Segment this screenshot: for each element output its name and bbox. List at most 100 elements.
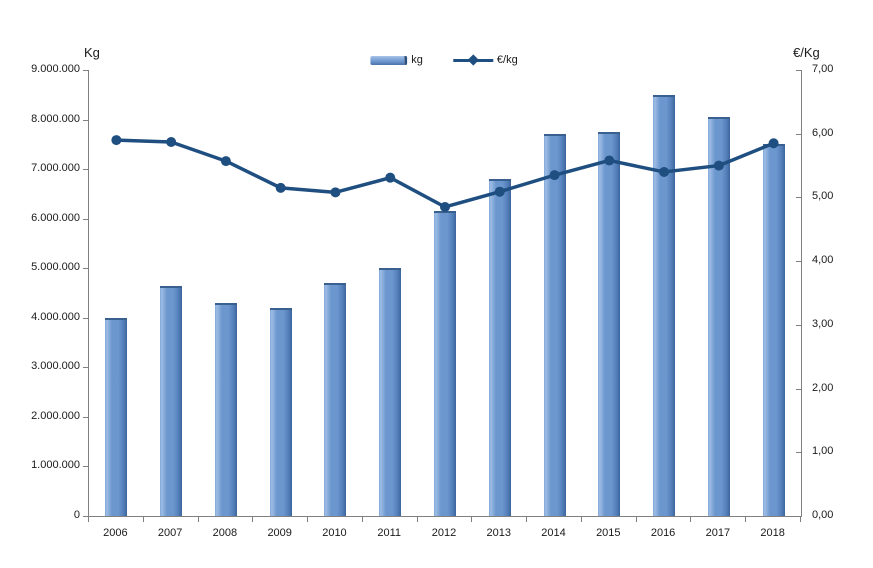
line-series-swatch-icon [452,53,493,66]
x-axis-label: 2006 [103,527,128,539]
bar [269,307,292,516]
x-axis-tick [252,517,254,522]
x-axis-tick [635,517,637,522]
right-axis-title: €/Kg [793,45,820,60]
left-axis-tick-label: 6.000.000 [31,211,80,224]
bar [160,285,183,516]
line-data-point [275,182,286,193]
left-axis-tick [83,218,88,220]
right-axis-tick-label: 6,00 [812,126,834,139]
right-axis-tick [796,452,801,454]
legend-item-kg: kg [370,54,423,66]
bar [379,268,402,516]
right-axis-tick-label: 1,00 [812,445,834,458]
x-axis-tick [745,517,747,522]
line-data-point [713,160,724,171]
bar [598,131,621,516]
x-axis-tick [526,517,528,522]
line-data-point [494,186,505,197]
bar-series-swatch-icon [370,55,408,65]
line-data-point [768,138,779,149]
right-axis-tick [796,261,801,263]
left-axis-tick-label: 8.000.000 [31,112,80,125]
right-axis-tick [796,388,801,390]
line-data-point [111,135,122,146]
right-axis-tick-label: 3,00 [812,317,834,330]
left-axis-tick-label: 7.000.000 [31,162,80,175]
x-axis-tick [197,517,199,522]
line-data-point [549,170,560,181]
legend-item-eur-per-kg: €/kg [452,53,518,66]
line-data-point [166,136,177,147]
x-axis-tick [580,517,582,522]
x-axis-label: 2018 [760,527,785,539]
bar [488,179,511,516]
line-data-point [385,172,396,183]
left-axis-tick [83,416,88,418]
left-axis-tick-label: 0 [73,509,80,521]
x-axis-label: 2012 [431,527,457,539]
x-axis-label: 2014 [541,527,566,539]
x-axis-tick [307,517,309,522]
right-axis-tick-label: 2,00 [812,381,834,394]
left-axis-tick-label: 1.000.000 [31,459,80,472]
x-axis-label: 2011 [377,527,402,539]
x-axis-tick [361,517,363,522]
x-axis-label: 2008 [212,527,238,539]
x-axis-label: 2007 [157,527,183,539]
line-path [116,138,775,209]
bar [434,211,456,516]
legend-label-eur-per-kg: €/kg [496,54,518,66]
left-axis-tick-label: 5.000.000 [31,261,80,274]
left-axis-tick [83,367,88,369]
left-axis-tick-label: 2.000.000 [31,409,80,422]
x-axis-tick [690,517,692,522]
line-data-point [604,155,615,166]
left-axis-tick-label: 4.000.000 [31,310,80,323]
x-axis-tick [142,517,144,522]
x-axis-label: 2015 [596,527,621,539]
x-axis-label: 2017 [705,527,731,539]
left-axis-tick-label: 3.000.000 [31,360,80,373]
line-series [111,135,779,212]
x-axis-tick [416,517,418,522]
line-data-point [440,201,450,212]
x-axis-tick [88,517,89,522]
plot-area [88,70,802,517]
line-data-point [220,156,231,167]
x-axis-tick [800,517,801,522]
right-axis-tick [796,324,801,326]
line-marker-icon [467,53,479,66]
bar [214,302,237,516]
bar [105,317,128,516]
left-axis-tick [83,516,88,517]
left-axis-tick [83,466,88,468]
line-data-point [330,187,341,198]
left-axis-tick [83,317,88,319]
bar [653,94,676,516]
right-axis-tick [796,133,801,135]
x-axis-label: 2016 [650,527,676,539]
x-axis-label: 2009 [267,527,292,539]
left-axis-tick [83,169,88,171]
x-axis-tick [471,517,473,522]
left-axis-tick-label: 9.000.000 [31,63,80,75]
left-axis-tick [83,268,88,270]
left-axis-tick [83,119,88,121]
line-data-point [659,166,670,177]
x-axis-label: 2013 [486,527,511,539]
right-axis-tick-label: 7,00 [812,63,834,75]
bar [707,117,730,516]
right-axis-tick-label: 5,00 [812,190,834,203]
x-axis-label: 2010 [322,527,347,539]
left-axis-tick [83,70,88,71]
bar [543,134,566,516]
right-axis-tick [796,197,801,199]
right-axis-tick-label: 0,00 [812,509,834,521]
bar [324,283,347,516]
legend: kg €/kg [370,53,518,66]
legend-label-kg: kg [411,54,423,66]
left-axis-title: Kg [84,45,100,60]
right-axis-tick-label: 4,00 [812,254,834,267]
